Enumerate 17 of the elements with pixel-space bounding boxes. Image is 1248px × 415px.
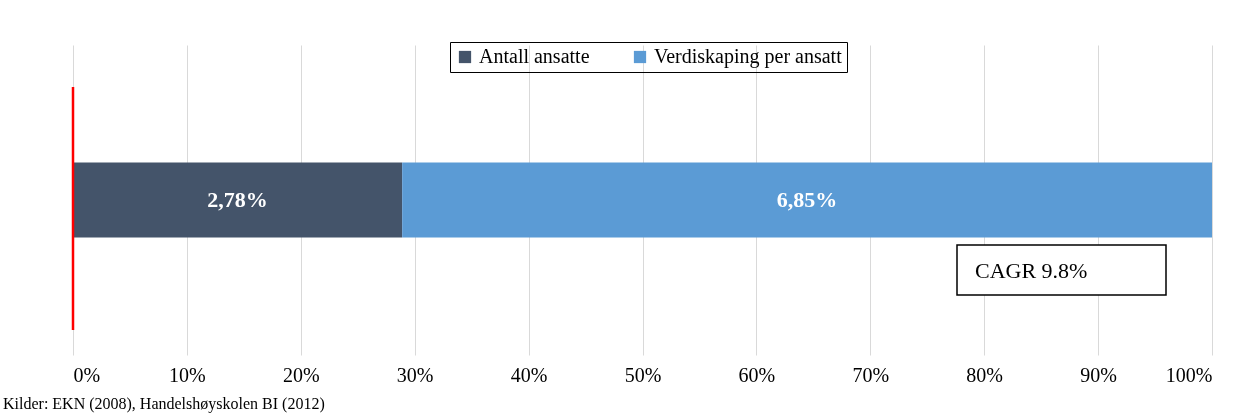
text: Kilder: EKN (2008), Handelshøyskolen BI (2012) xyxy=(3,395,325,413)
x-tick-label: 0% xyxy=(73,363,101,386)
x-tick-label: 60% xyxy=(738,363,776,386)
x-tick-label: 90% xyxy=(1080,363,1117,386)
legend-label: Verdiskaping per ansatt xyxy=(654,45,843,68)
annotation: 6,85% xyxy=(776,187,838,212)
x-tick-label: 20% xyxy=(282,363,320,386)
x-tick-label: 80% xyxy=(966,363,1004,386)
annotation: 2,78% xyxy=(207,187,268,212)
x-tick-label: 100% xyxy=(1165,363,1213,386)
legend-label: Antall ansatte xyxy=(479,45,590,67)
text: CAGR 9.8% xyxy=(975,258,1088,283)
x-tick-label: 70% xyxy=(852,363,890,386)
x-tick-label: 30% xyxy=(396,363,434,386)
x-tick-label: 40% xyxy=(510,363,548,386)
x-tick-label: 10% xyxy=(169,363,206,386)
x-tick-label: 50% xyxy=(624,363,662,386)
